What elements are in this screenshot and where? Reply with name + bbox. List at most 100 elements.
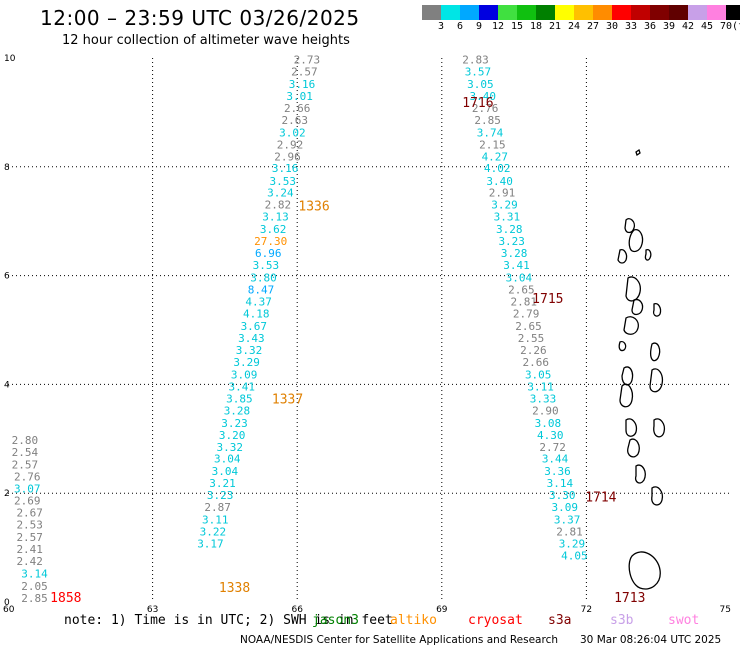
coastline-outline: [624, 218, 636, 234]
scale-swatch: [441, 5, 460, 20]
wave-height-label: 3.23: [207, 489, 234, 502]
wave-height-label: 2.83: [462, 53, 489, 66]
scale-swatch: [726, 5, 740, 20]
wave-height-label: 3.05: [525, 368, 552, 381]
wave-height-label: 3.32: [236, 344, 263, 357]
x-tick-label: 69: [436, 605, 448, 615]
track-time-label: 1714: [585, 490, 616, 505]
wave-height-label: 2.82: [265, 199, 292, 212]
wave-height-label: 4.27: [482, 150, 509, 163]
coastline-outline: [628, 229, 644, 253]
wave-height-label: 3.07: [14, 483, 41, 496]
scale-label: 12: [491, 21, 505, 32]
y-tick-label: 4: [4, 380, 10, 390]
wave-height-label: 3.04: [212, 465, 239, 478]
wave-height-label: 2.81: [556, 526, 583, 539]
wave-height-label: 3.01: [286, 90, 313, 103]
wave-height-label: 2.15: [479, 138, 506, 151]
wave-height-label: 4.05: [561, 550, 588, 563]
scale-swatch: [517, 5, 536, 20]
wave-height-label: 2.63: [282, 114, 309, 127]
wave-height-label: 3.44: [542, 453, 569, 466]
scale-label: 3: [437, 21, 445, 32]
wave-height-label: 3.17: [197, 538, 224, 551]
scale-label: 70: [719, 21, 733, 32]
scale-label: 27: [586, 21, 600, 32]
scale-label: 45: [700, 21, 714, 32]
wave-height-label: 2.57: [16, 531, 43, 544]
scale-label: 24: [567, 21, 581, 32]
timestamp-text: 30 Mar 08:26:04 UTC 2025: [580, 634, 722, 646]
footer-note: note: 1) Time is in UTC; 2) SWH is in fe…: [64, 613, 393, 628]
scale-swatch: [555, 5, 574, 20]
wave-height-label: 3.02: [279, 126, 306, 139]
scale-label: 15: [510, 21, 524, 32]
coastline-outline: [625, 418, 638, 437]
wave-height-label: 3.28: [496, 223, 523, 236]
satellite-legend-item: cryosat: [468, 613, 523, 628]
wave-height-label: 3.04: [506, 272, 533, 285]
wave-height-label: 3.14: [21, 568, 48, 581]
coastline-outline: [650, 342, 661, 362]
wave-height-label: 3.29: [233, 356, 260, 369]
wave-height-label: 3.29: [559, 538, 586, 551]
wave-height-label: 3.28: [224, 404, 251, 417]
wave-height-label: 3.21: [209, 477, 236, 490]
wave-height-label: 2.53: [16, 519, 43, 532]
wave-height-label: 4.18: [243, 307, 270, 320]
wave-height-label: 4.37: [245, 296, 272, 309]
scale-swatch: [574, 5, 593, 20]
track-time-label: 1336: [298, 199, 329, 214]
wave-height-label: 3.29: [491, 199, 518, 212]
scale-swatch: [498, 5, 517, 20]
wave-height-label: 3.37: [554, 514, 581, 527]
scale-swatch: [536, 5, 555, 20]
wave-height-label: 3.30: [549, 489, 576, 502]
satellite-legend-item: swot: [668, 613, 700, 628]
coastline-outline: [628, 551, 661, 590]
wave-height-label: 3.20: [219, 429, 246, 442]
coastline-outline: [619, 383, 634, 408]
coastline-outline: [627, 438, 640, 458]
wave-height-label: 3.22: [200, 526, 227, 539]
y-tick-label: 8: [4, 163, 10, 173]
coastline-outline: [617, 248, 628, 264]
wave-height-label: 3.74: [477, 126, 504, 139]
scale-swatch: [460, 5, 479, 20]
wave-height-label: 3.80: [250, 272, 277, 285]
wave-height-label: 2.81: [510, 296, 537, 309]
wave-height-label: 3.43: [238, 332, 265, 345]
wave-height-label: 3.11: [527, 380, 554, 393]
credit-text: NOAA/NESDIS Center for Satellite Applica…: [240, 634, 558, 646]
wave-height-label: 3.16: [289, 78, 316, 91]
scale-label: 6: [456, 21, 464, 32]
wave-height-label: 3.33: [530, 392, 557, 405]
scale-label: 33: [624, 21, 638, 32]
x-tick-label: 63: [147, 605, 158, 615]
scale-swatch: [631, 5, 650, 20]
wave-height-label: 2.65: [508, 284, 535, 297]
wave-height-label: 2.66: [284, 102, 311, 115]
wave-height-label: 3.53: [253, 259, 280, 272]
coastline-outline: [652, 302, 662, 317]
coastline-outline: [649, 368, 664, 393]
coastline-outline: [631, 298, 644, 316]
wave-height-label: 2.42: [16, 555, 43, 568]
wave-height-label: 3.40: [486, 175, 513, 188]
wave-height-label: 2.65: [515, 320, 542, 333]
track-time-label: 1716: [462, 96, 493, 111]
scale-label: 39: [662, 21, 676, 32]
page-subtitle: 12 hour collection of altimeter wave hei…: [62, 33, 350, 48]
wave-height-label: 3.08: [535, 417, 562, 430]
wave-height-label: 2.92: [277, 138, 304, 151]
scale-swatch: [612, 5, 631, 20]
wave-height-label: 3.28: [501, 247, 528, 260]
wave-height-label: 3.16: [272, 162, 299, 175]
scale-swatch: [650, 5, 669, 20]
wave-height-label: 3.11: [202, 514, 229, 527]
wave-height-label: 3.41: [229, 380, 256, 393]
y-tick-label: 6: [4, 272, 10, 282]
track-time-label: 1715: [532, 292, 563, 307]
